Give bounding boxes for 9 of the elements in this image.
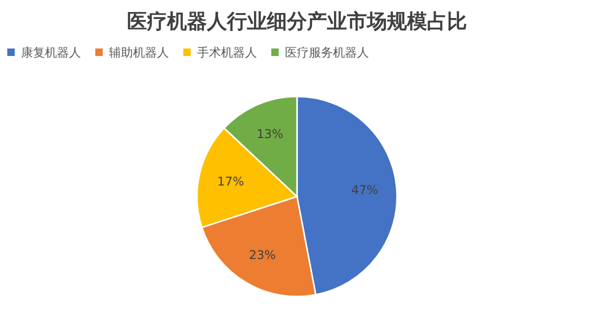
legend-label: 辅助机器人 (109, 45, 169, 60)
data-label: 13% (256, 127, 284, 142)
legend-label: 康复机器人 (21, 45, 81, 60)
legend-label: 医疗服务机器人 (285, 45, 369, 60)
data-label: 47% (351, 183, 378, 198)
chart-title: 医疗机器人行业细分产业市场规模占比 (127, 9, 467, 33)
legend-label: 手术机器人 (197, 45, 257, 60)
data-label: 17% (217, 174, 244, 189)
data-label: 23% (249, 248, 276, 262)
